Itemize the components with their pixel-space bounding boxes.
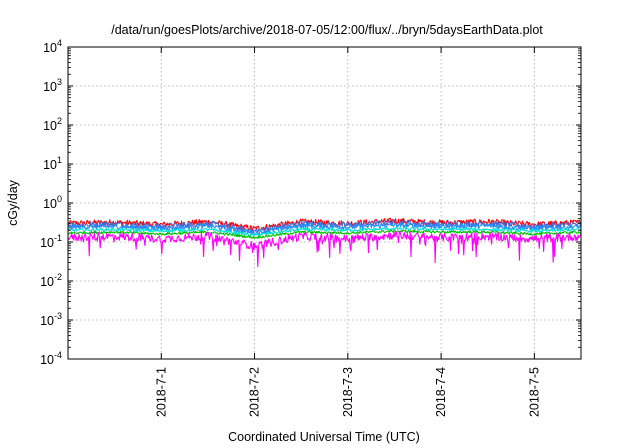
y-tick-label: 10-2 [40,272,62,289]
x-tick-label: 2018-7-1 [154,367,168,417]
y-tick-label: 103 [43,77,62,94]
x-axis-label: Coordinated Universal Time (UTC) [228,430,420,444]
x-tick-label: 2018-7-5 [527,367,541,417]
x-axis: 2018-7-1 2018-7-2 2018-7-3 2018-7-4 2018-7-5 [154,47,541,417]
x-tick-label: 2018-7-2 [248,367,262,417]
series-line [67,222,582,236]
y-axis-label: cGy/day [6,179,20,226]
series-line [67,230,582,268]
y-tick-label: 100 [43,194,62,211]
y-tick-label: 10-4 [40,350,62,367]
y-tick-label: 102 [43,116,62,133]
y-tick-label: 101 [43,155,62,172]
chart-title: /data/run/goesPlots/archive/2018-07-05/1… [111,23,543,37]
y-tick-label: 10-1 [40,233,62,250]
series-group [67,217,582,268]
y-axis: 10-4 10-3 10-2 10-1 100 101 102 103 104 [40,38,581,367]
series-line [67,219,582,234]
y-tick-label: 10-3 [40,311,62,328]
series-line [67,226,582,237]
series-line [67,229,582,239]
x-tick-label: 2018-7-4 [434,367,448,417]
x-tick-label: 2018-7-3 [341,367,355,417]
y-tick-label: 104 [43,38,62,55]
